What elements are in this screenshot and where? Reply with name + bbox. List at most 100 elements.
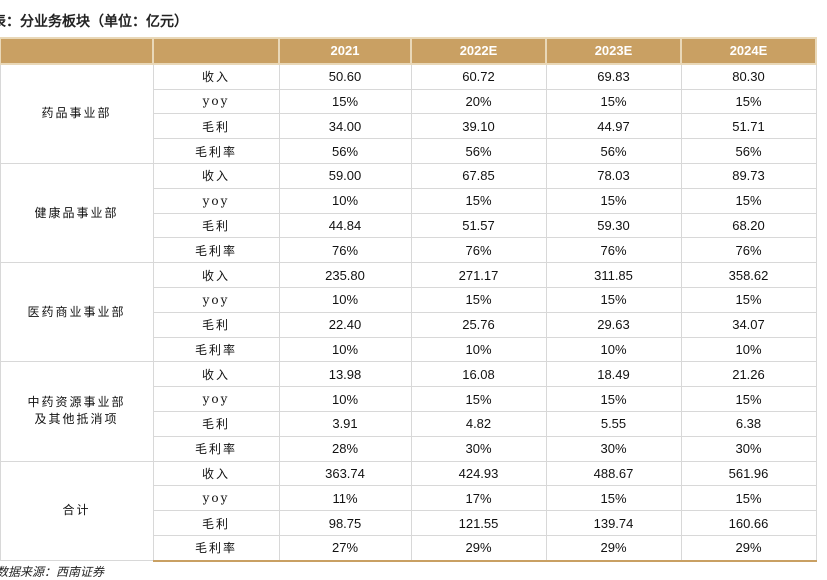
value-cell: 311.85 xyxy=(545,262,682,288)
value-cell: 67.85 xyxy=(410,162,547,189)
table-row: 毛利 34.00 39.10 44.97 51.71 xyxy=(0,113,817,140)
column-header: 2022E xyxy=(410,37,547,65)
row-label: yoy xyxy=(152,386,280,412)
row-label: 收入 xyxy=(152,63,280,90)
value-cell: 15% xyxy=(680,386,817,412)
value-cell: 30% xyxy=(545,435,682,462)
value-cell: 561.96 xyxy=(680,460,817,487)
row-label: 收入 xyxy=(152,162,280,189)
value-cell: 78.03 xyxy=(545,162,682,189)
value-cell: 10% xyxy=(680,336,817,363)
group-name-line: 及其他抵消项 xyxy=(34,412,119,427)
value-cell: 15% xyxy=(278,88,412,115)
value-cell: 27% xyxy=(278,534,412,562)
value-cell: 30% xyxy=(410,435,547,462)
column-header: 2021 xyxy=(278,37,412,65)
value-cell: 15% xyxy=(545,386,682,412)
value-cell: 15% xyxy=(680,485,817,512)
value-cell: 17% xyxy=(410,485,547,512)
value-cell: 10% xyxy=(278,187,412,214)
table-row: 健康品事业部 收入 59.00 67.85 78.03 89.73 xyxy=(0,162,817,264)
table-row: yoy 10% 15% 15% 15% xyxy=(0,386,817,412)
value-cell: 10% xyxy=(410,336,547,363)
table-row: 毛利率 76% 76% 76% 76% xyxy=(0,237,817,264)
value-cell: 69.83 xyxy=(545,63,682,90)
group-name-line: 合计 xyxy=(62,503,91,518)
header-row: 2021 2022E 2023E 2024E xyxy=(0,37,817,65)
table-row: 毛利 44.84 51.57 59.30 68.20 xyxy=(0,212,817,239)
value-cell: 11% xyxy=(278,485,412,512)
value-cell: 15% xyxy=(545,187,682,214)
row-label: 毛利率 xyxy=(152,435,280,462)
row-label: 毛利 xyxy=(152,510,280,536)
row-label: 收入 xyxy=(152,262,280,288)
value-cell: 15% xyxy=(680,286,817,313)
group-name: 健康品事业部 xyxy=(0,162,154,264)
row-label: 毛利 xyxy=(152,212,280,239)
value-cell: 20% xyxy=(410,88,547,115)
value-cell: 51.71 xyxy=(680,113,817,140)
group-name: 药品事业部 xyxy=(0,63,154,164)
row-label: 毛利 xyxy=(152,410,280,437)
value-cell: 76% xyxy=(410,237,547,264)
value-cell: 34.07 xyxy=(680,311,817,338)
row-label: 毛利 xyxy=(152,113,280,140)
table-row: 合计 收入 363.74 424.93 488.67 561.96 xyxy=(0,460,817,562)
value-cell: 271.17 xyxy=(410,262,547,288)
value-cell: 139.74 xyxy=(545,510,682,536)
value-cell: 56% xyxy=(545,138,682,164)
value-cell: 15% xyxy=(545,485,682,512)
row-label: yoy xyxy=(152,286,280,313)
value-cell: 56% xyxy=(410,138,547,164)
group-name-line: 药品事业部 xyxy=(41,106,112,121)
value-cell: 59.30 xyxy=(545,212,682,239)
value-cell: 28% xyxy=(278,435,412,462)
value-cell: 3.91 xyxy=(278,410,412,437)
value-cell: 76% xyxy=(680,237,817,264)
value-cell: 15% xyxy=(410,187,547,214)
value-cell: 39.10 xyxy=(410,113,547,140)
value-cell: 44.84 xyxy=(278,212,412,239)
value-cell: 363.74 xyxy=(278,460,412,487)
value-cell: 424.93 xyxy=(410,460,547,487)
value-cell: 80.30 xyxy=(680,63,817,90)
value-cell: 15% xyxy=(410,386,547,412)
value-cell: 29% xyxy=(680,534,817,562)
value-cell: 10% xyxy=(278,386,412,412)
value-cell: 6.38 xyxy=(680,410,817,437)
data-table: 2021 2022E 2023E 2024E 药品事业部 收入 50.60 60.72 69.… xyxy=(0,37,817,562)
value-cell: 235.80 xyxy=(278,262,412,288)
table-row: 医药商业事业部 收入 235.80 271.17 311.85 358.62 xyxy=(0,262,817,363)
row-label: yoy xyxy=(152,485,280,512)
table-row: yoy 15% 20% 15% 15% xyxy=(0,88,817,115)
row-label: 毛利率 xyxy=(152,336,280,363)
source-note: 数据来源：西南证券 xyxy=(0,565,105,579)
value-cell: 59.00 xyxy=(278,162,412,189)
value-cell: 5.55 xyxy=(545,410,682,437)
group-name-line: 医药商业事业部 xyxy=(27,304,126,319)
table-row: 中药资源事业部 及其他抵消项 收入 13.98 16.08 18.49 21.26 xyxy=(0,361,817,462)
group-name: 医药商业事业部 xyxy=(0,262,154,363)
row-label: 毛利率 xyxy=(152,534,280,562)
row-label: yoy xyxy=(152,187,280,214)
value-cell: 29.63 xyxy=(545,311,682,338)
row-label: 收入 xyxy=(152,361,280,388)
row-label: yoy xyxy=(152,88,280,115)
value-cell: 13.98 xyxy=(278,361,412,388)
value-cell: 51.57 xyxy=(410,212,547,239)
value-cell: 15% xyxy=(680,88,817,115)
value-cell: 29% xyxy=(545,534,682,562)
value-cell: 68.20 xyxy=(680,212,817,239)
value-cell: 56% xyxy=(278,138,412,164)
group-name-line: 健康品事业部 xyxy=(34,205,119,220)
table-row: yoy 10% 15% 15% 15% xyxy=(0,187,817,214)
group-name: 中药资源事业部 及其他抵消项 xyxy=(0,361,154,462)
value-cell: 56% xyxy=(680,138,817,164)
value-cell: 29% xyxy=(410,534,547,562)
row-label: 毛利率 xyxy=(152,237,280,264)
table-body: 药品事业部 收入 50.60 60.72 69.83 80.30 yoy 15% 20% 15% 1… xyxy=(0,63,817,562)
column-header: 2023E xyxy=(545,37,682,65)
value-cell: 76% xyxy=(278,237,412,264)
group-name-line: 中药资源事业部 xyxy=(27,395,126,410)
